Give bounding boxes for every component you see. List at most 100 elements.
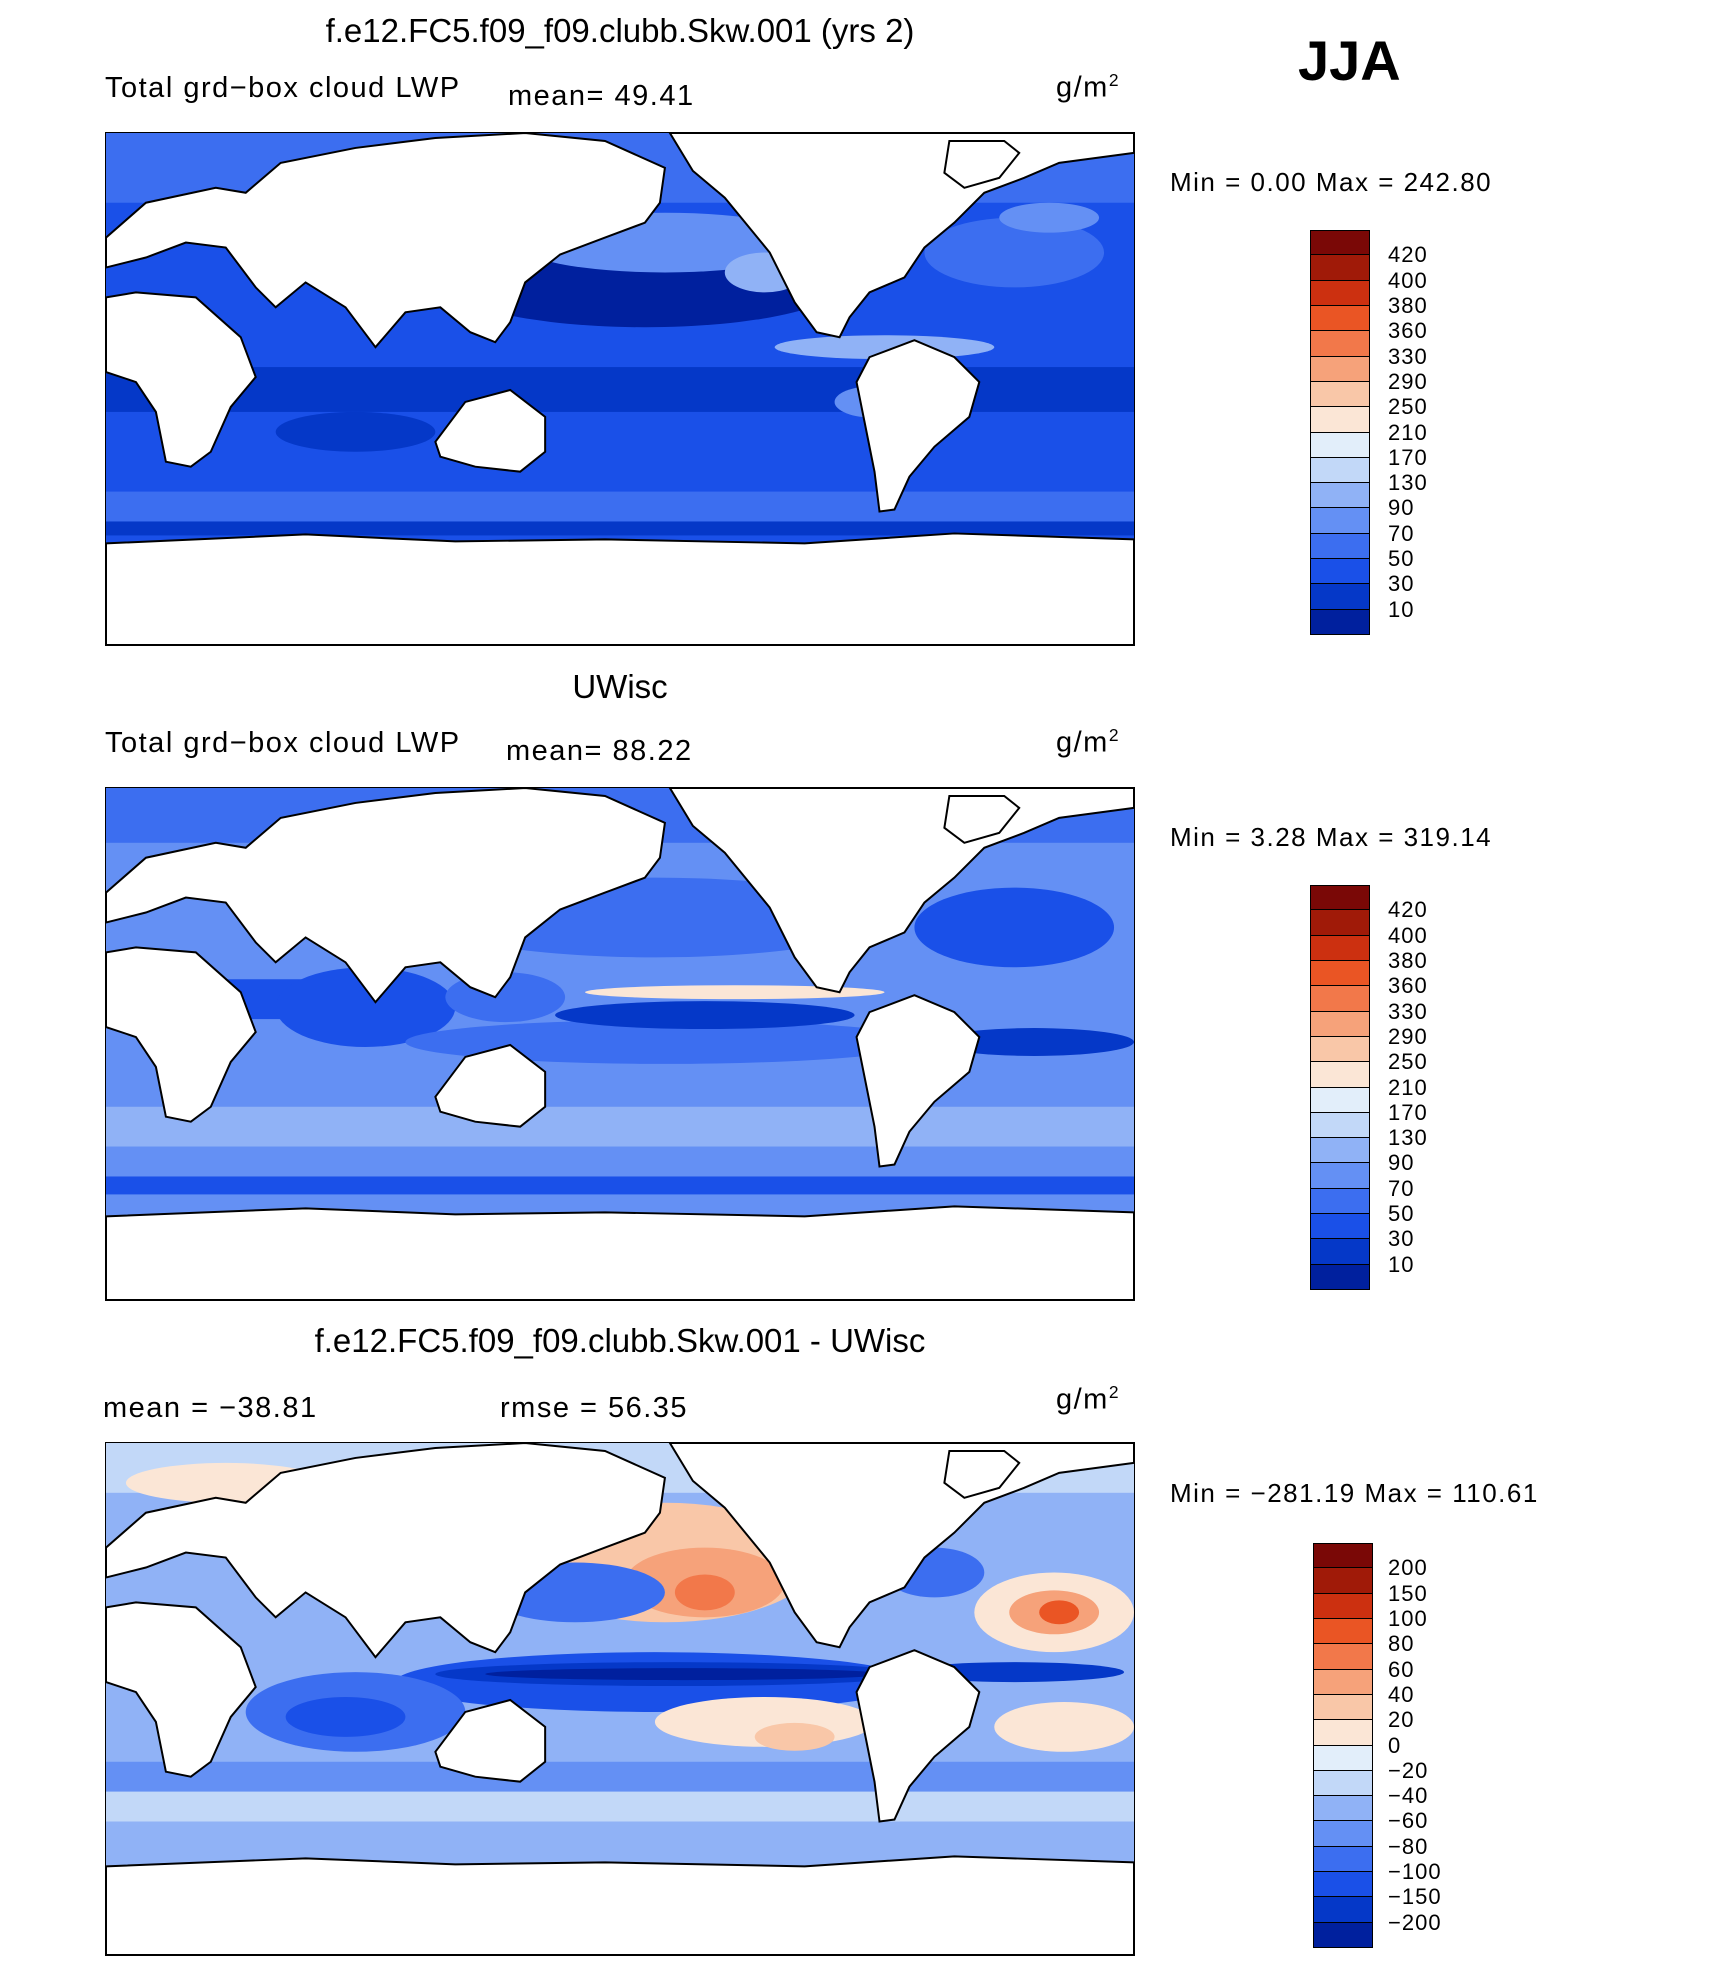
panel-title: f.e12.FC5.f09_f09.clubb.Skw.001 - UWisc	[314, 1322, 926, 1359]
colorbar-label: 20	[1388, 1707, 1415, 1733]
colorbar-swatch	[1310, 1239, 1370, 1265]
land-masses	[106, 1443, 1134, 1955]
colorbar-swatch	[1310, 508, 1370, 534]
colorbar-swatch	[1313, 1543, 1373, 1569]
map-uwisc-lwp	[105, 787, 1135, 1301]
colorbar-swatch	[1310, 1036, 1370, 1063]
colorbar-swatch	[1310, 533, 1370, 560]
colorbar-label: 210	[1388, 1074, 1428, 1100]
colorbar-swatch	[1310, 381, 1370, 408]
colorbar-swatch	[1310, 960, 1370, 987]
colorbar-label: −150	[1388, 1884, 1442, 1910]
colorbar-swatch	[1310, 1188, 1370, 1215]
colorbar-swatch	[1313, 1872, 1373, 1898]
colorbar-swatch	[1310, 331, 1370, 357]
colorbar-label: 60	[1388, 1656, 1415, 1682]
colorbar-label: 10	[1388, 1251, 1415, 1277]
colorbar-swatch	[1310, 1087, 1370, 1113]
colorbar-label: 70	[1388, 1175, 1415, 1201]
colorbar-swatch	[1313, 1568, 1373, 1594]
min-max-readout: Min = 0.00 Max = 242.80	[1170, 167, 1493, 197]
colorbar-swatch	[1310, 1163, 1370, 1189]
colorbar-label: −20	[1388, 1757, 1429, 1783]
colorbar-label: 10	[1388, 596, 1415, 622]
colorbar-label: 170	[1388, 444, 1428, 470]
colorbar-swatch	[1310, 356, 1370, 382]
colorbar-swatch	[1313, 1694, 1373, 1721]
colorbar-label: 200	[1388, 1555, 1428, 1581]
colorbar-label: 400	[1388, 267, 1428, 293]
colorbar-label: −100	[1388, 1859, 1442, 1885]
colorbar-label: −80	[1388, 1833, 1429, 1859]
colorbar-swatch	[1310, 885, 1370, 911]
colorbar-swatch	[1313, 1745, 1373, 1771]
colorbar-label: 150	[1388, 1580, 1428, 1606]
colorbar-swatch	[1310, 1112, 1370, 1139]
colorbar-label: 0	[1388, 1732, 1402, 1758]
colorbar-label: 80	[1388, 1631, 1415, 1657]
colorbar-swatch	[1313, 1897, 1373, 1923]
colorbar-label: 330	[1388, 998, 1428, 1024]
season-label: JJA	[1298, 29, 1401, 92]
mean-value: mean = −38.81	[103, 1392, 318, 1424]
mean-value: mean= 88.22	[506, 735, 693, 767]
colorbar-swatch	[1310, 1011, 1370, 1037]
colorbar-label: 50	[1388, 546, 1415, 572]
colorbar-swatch	[1310, 559, 1370, 585]
colorbar-label: −60	[1388, 1808, 1429, 1834]
colorbar-swatch	[1310, 986, 1370, 1012]
mean-value: mean= 49.41	[508, 80, 695, 112]
land-masses	[106, 133, 1134, 645]
colorbar-label: 250	[1388, 394, 1428, 420]
colorbar-swatch	[1310, 1138, 1370, 1164]
colorbar-label: 420	[1388, 242, 1428, 268]
colorbar-swatch	[1310, 230, 1370, 256]
units-label: g/m2	[1056, 70, 1121, 104]
colorbar-label: 30	[1388, 1226, 1415, 1252]
units-label: g/m2	[1056, 1382, 1121, 1416]
colorbar-swatch	[1313, 1720, 1373, 1746]
colorbar-uwisc: 420 400 380 360 330 290 250 210 170 130 …	[1310, 885, 1427, 1290]
colorbar-swatch	[1310, 407, 1370, 433]
colorbar-label: 360	[1388, 318, 1428, 344]
colorbar-swatch	[1310, 280, 1370, 306]
colorbar-label: −40	[1388, 1783, 1429, 1809]
colorbar-swatch	[1313, 1796, 1373, 1822]
colorbar-swatch	[1313, 1644, 1373, 1670]
colorbar-label: 360	[1388, 973, 1428, 999]
colorbar-swatch	[1313, 1669, 1373, 1695]
variable-label: Total grd−box cloud LWP	[105, 72, 461, 104]
colorbar-label: 40	[1388, 1681, 1415, 1707]
map-difference-lwp	[105, 1442, 1135, 1956]
colorbar-swatch	[1310, 432, 1370, 458]
colorbar-label: 100	[1388, 1605, 1428, 1631]
colorbar-swatch	[1310, 584, 1370, 610]
colorbar-label: 330	[1388, 343, 1428, 369]
colorbar-label: 400	[1388, 922, 1428, 948]
colorbar-swatch	[1310, 935, 1370, 961]
colorbar-difference: 200 150 100 80 60 40 20 0 −20 −40 −60 −8…	[1313, 1543, 1441, 1948]
colorbar-label: 420	[1388, 897, 1428, 923]
colorbar-label: 250	[1388, 1049, 1428, 1075]
colorbar-swatch	[1313, 1770, 1373, 1797]
panel-title: UWisc	[572, 668, 668, 705]
min-max-readout: Min = 3.28 Max = 319.14	[1170, 822, 1493, 852]
colorbar-label: 90	[1388, 1150, 1415, 1176]
colorbar-label: 130	[1388, 470, 1428, 496]
colorbar-label: 290	[1388, 1023, 1428, 1049]
colorbar-label: 290	[1388, 368, 1428, 394]
colorbar-label: 170	[1388, 1099, 1428, 1125]
colorbar-label: 210	[1388, 419, 1428, 445]
colorbar-swatch	[1313, 1821, 1373, 1847]
panel-title: f.e12.FC5.f09_f09.clubb.Skw.001 (yrs 2)	[325, 12, 915, 49]
colorbar-swatch	[1310, 483, 1370, 509]
colorbar-label: 70	[1388, 520, 1415, 546]
min-max-readout: Min = −281.19 Max = 110.61	[1170, 1478, 1539, 1508]
colorbar-swatch	[1310, 910, 1370, 936]
colorbar-swatch	[1310, 1214, 1370, 1240]
colorbar-swatch	[1310, 1062, 1370, 1088]
land-masses	[106, 788, 1134, 1300]
colorbar-label: 130	[1388, 1125, 1428, 1151]
colorbar-swatch	[1310, 305, 1370, 332]
colorbar-swatch	[1310, 457, 1370, 484]
